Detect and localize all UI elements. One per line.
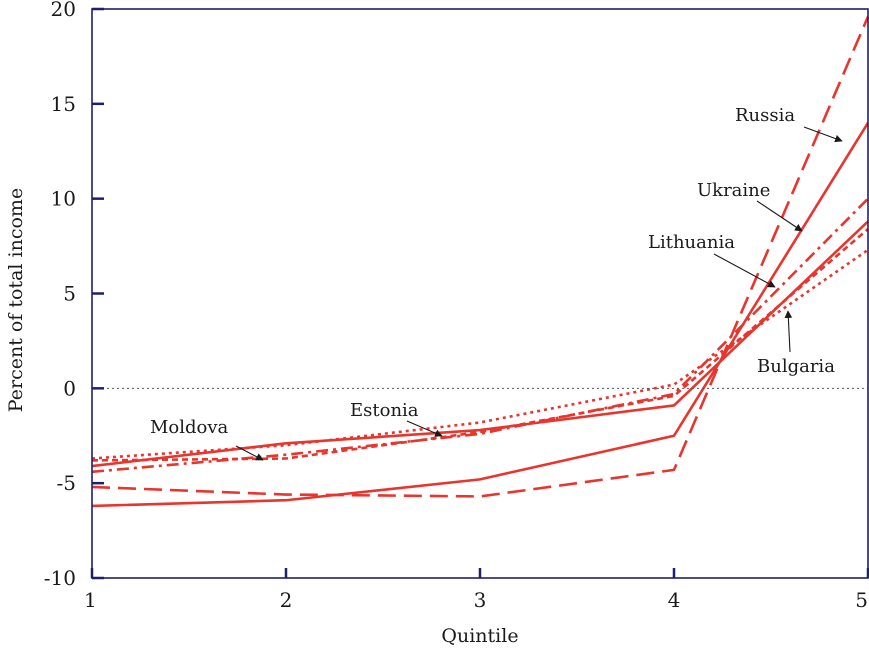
y-tick-label: 20 bbox=[51, 0, 76, 21]
y-tick-label: 0 bbox=[63, 376, 76, 400]
y-tick-label: 10 bbox=[51, 187, 76, 211]
plot-area: 20 15 10 5 0 -5 -10 1 2 3 4 5 bbox=[44, 0, 869, 612]
y-tick-label: 15 bbox=[51, 92, 76, 116]
y-tick-label: -10 bbox=[44, 566, 76, 590]
annotation-label-russia: Russia bbox=[735, 105, 795, 126]
annotation-label-ukraine: Ukraine bbox=[697, 180, 770, 201]
annotation-arrow-estonia bbox=[406, 420, 443, 437]
series-layer bbox=[91, 16, 869, 508]
y-axis-title: Percent of total income bbox=[5, 188, 27, 412]
x-tick-label: 1 bbox=[84, 588, 97, 612]
annotation-arrow-moldova bbox=[235, 445, 264, 461]
annotation-label-moldova: Moldova bbox=[150, 417, 229, 438]
axis-ticks: 20 15 10 5 0 -5 -10 1 2 3 4 5 bbox=[44, 0, 869, 612]
annotation-arrow-ukraine bbox=[756, 200, 803, 232]
annotation-label-estonia: Estonia bbox=[350, 400, 419, 421]
series-line-moldova bbox=[91, 228, 869, 462]
annotation-arrow-bulgaria bbox=[784, 310, 793, 353]
x-tick-label: 5 bbox=[855, 588, 868, 612]
x-tick-label: 3 bbox=[474, 588, 487, 612]
x-tick-label: 2 bbox=[280, 588, 293, 612]
series-line-lithuania bbox=[91, 197, 869, 474]
y-tick-label: -5 bbox=[57, 471, 76, 495]
x-tick-label: 4 bbox=[668, 588, 681, 612]
annotation-arrow-russia bbox=[803, 126, 843, 143]
series-line-ukraine bbox=[91, 122, 869, 508]
series-line-bulgaria bbox=[91, 220, 869, 468]
annotation-layer: Russia Ukraine Lithuania Bulgaria Estonia Mol… bbox=[150, 105, 843, 461]
annotation-label-bulgaria: Bulgaria bbox=[757, 356, 835, 377]
x-axis-title: Quintile bbox=[441, 625, 518, 647]
y-tick-label: 5 bbox=[63, 282, 76, 306]
annotation-label-lithuania: Lithuania bbox=[648, 232, 735, 253]
annotation-arrow-lithuania bbox=[713, 253, 776, 288]
